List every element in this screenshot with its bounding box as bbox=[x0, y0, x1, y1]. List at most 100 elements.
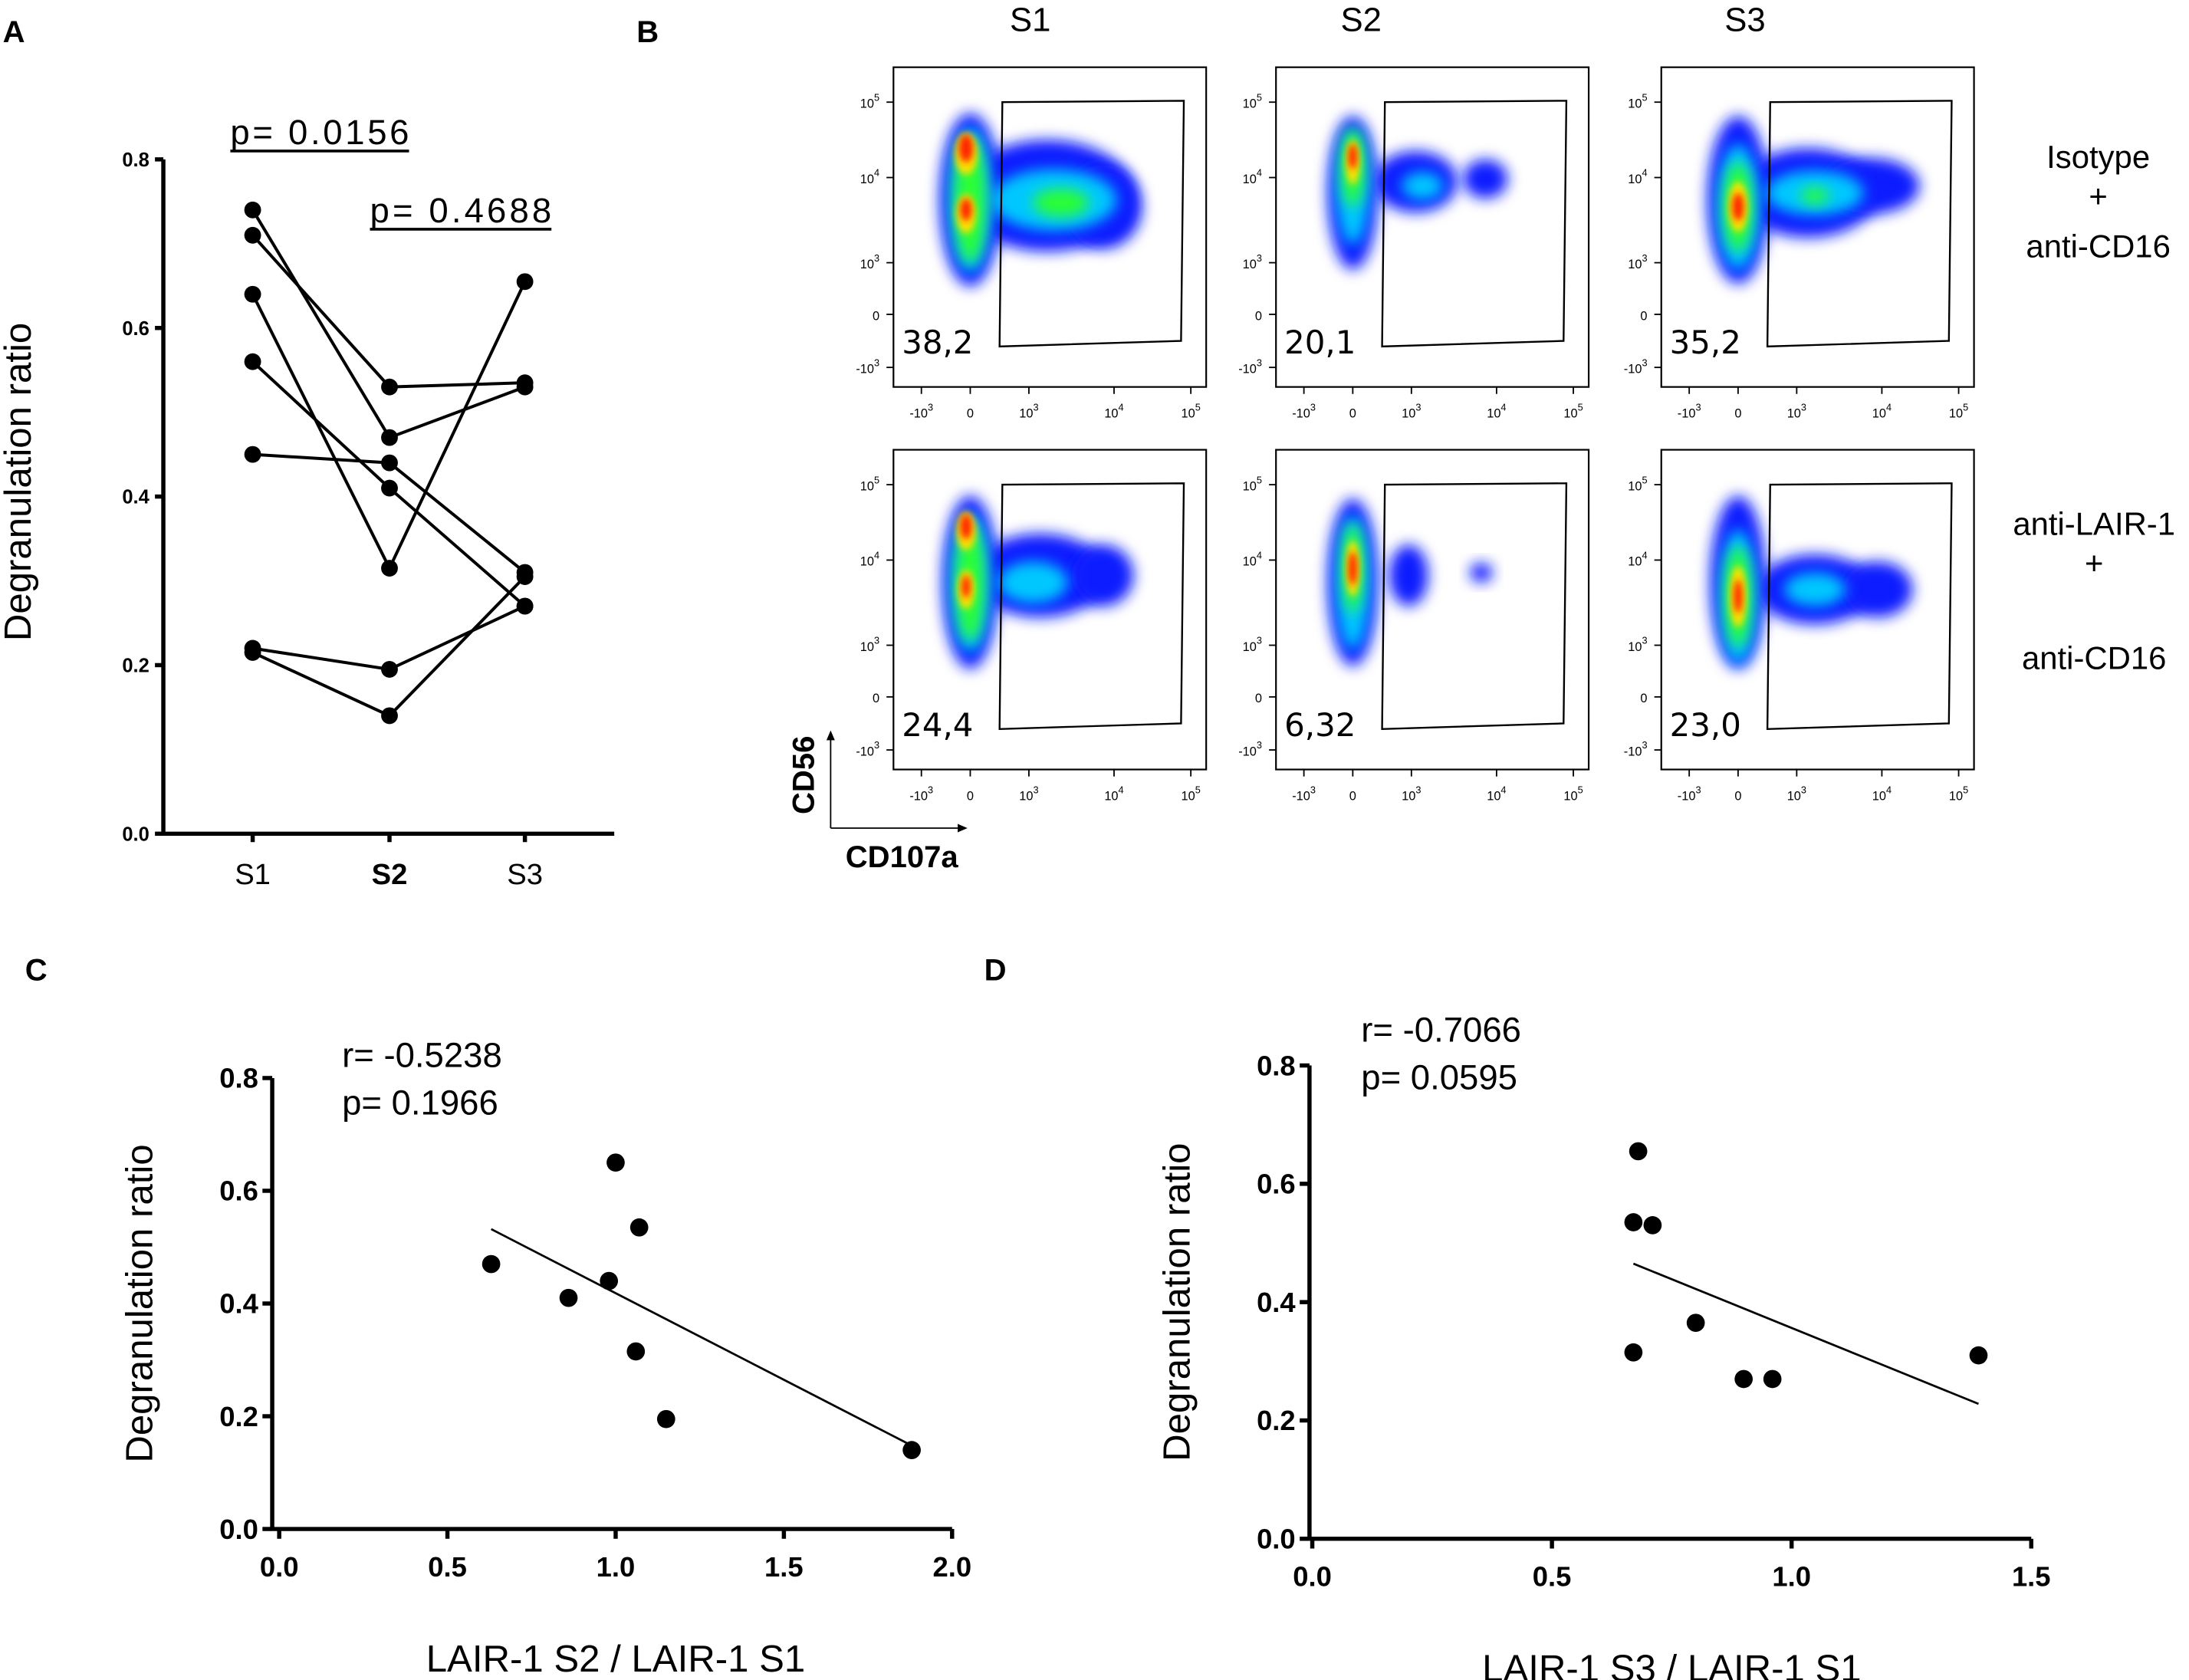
x-tick-label: 2.0 bbox=[932, 1551, 971, 1583]
x-tick-label: 105 bbox=[1563, 402, 1583, 421]
y-tick-label: 0.4 bbox=[1257, 1287, 1296, 1318]
arrow-head-icon bbox=[958, 824, 968, 833]
y-tick-label: 0.4 bbox=[219, 1288, 258, 1320]
data-point bbox=[244, 353, 261, 370]
y-tick-label: 103 bbox=[860, 252, 879, 271]
gated-percentage: 6,32 bbox=[1284, 706, 1356, 744]
panel-letter-a: A bbox=[3, 15, 25, 49]
data-point bbox=[1969, 1346, 1988, 1365]
series-line-donor-5 bbox=[252, 452, 526, 574]
data-point bbox=[244, 201, 261, 219]
x-tick-label: 104 bbox=[1104, 402, 1123, 421]
data-point bbox=[1624, 1343, 1643, 1362]
y-tick-label: 104 bbox=[1628, 167, 1647, 186]
data-point bbox=[381, 707, 398, 725]
tick-exponent: 5 bbox=[1963, 784, 1968, 796]
cd107a-positive-gate bbox=[1766, 100, 1953, 348]
tick-exponent: 5 bbox=[1578, 402, 1583, 413]
y-tick-label: 104 bbox=[860, 550, 879, 569]
row-label: Isotype bbox=[2046, 139, 2150, 175]
x-tick-label: 103 bbox=[1787, 402, 1806, 421]
x-tick-label: 0 bbox=[1734, 407, 1741, 421]
y-tick-label: 105 bbox=[1243, 91, 1262, 110]
x-tick-label: 104 bbox=[1487, 784, 1506, 804]
data-point bbox=[902, 1441, 921, 1459]
tick-exponent: 3 bbox=[1257, 357, 1262, 368]
x-tick-label: 103 bbox=[1019, 784, 1038, 804]
tick-exponent: 3 bbox=[1642, 357, 1647, 368]
y-tick-label: 0 bbox=[1640, 309, 1647, 323]
x-tick-label: -103 bbox=[1292, 784, 1316, 804]
x-tick-label: -103 bbox=[1678, 784, 1701, 804]
y-tick-label: -103 bbox=[1238, 357, 1262, 376]
x-tick-label: 1.5 bbox=[2012, 1561, 2051, 1593]
x-tick-label: 104 bbox=[1487, 402, 1506, 421]
gated-percentage: 35,2 bbox=[1670, 324, 1741, 361]
density-cloud bbox=[1710, 495, 1913, 669]
column-header: S1 bbox=[1010, 1, 1050, 38]
density-region bbox=[1800, 187, 1829, 205]
data-point bbox=[516, 374, 534, 392]
data-point bbox=[244, 285, 261, 303]
y-tick-label: -103 bbox=[1624, 739, 1648, 758]
x-tick-label: -103 bbox=[1678, 402, 1701, 421]
tick-exponent: 5 bbox=[874, 474, 879, 485]
tick-exponent: 5 bbox=[1195, 784, 1201, 796]
plot-frame bbox=[892, 449, 1208, 771]
tick-exponent: 5 bbox=[1257, 91, 1262, 103]
density-cloud bbox=[1707, 116, 1920, 284]
column-header: S3 bbox=[1724, 1, 1765, 38]
x-tick-label: 0.5 bbox=[1533, 1561, 1572, 1593]
y-axis-label: Degranulation ratio bbox=[0, 323, 39, 641]
y-tick-label: -103 bbox=[1624, 357, 1648, 376]
y-tick-label: 105 bbox=[1628, 91, 1647, 110]
x-tick-label: S3 bbox=[507, 858, 543, 891]
cd107a-positive-gate bbox=[1381, 482, 1568, 730]
density-region bbox=[1348, 551, 1357, 586]
x-axis-label-cd107a: CD107a bbox=[846, 840, 959, 874]
y-tick-label: 0.8 bbox=[1257, 1050, 1296, 1081]
y-tick-label: -103 bbox=[1238, 739, 1262, 758]
y-tick-label: 105 bbox=[860, 91, 879, 110]
data-point bbox=[1629, 1142, 1648, 1161]
data-point bbox=[381, 479, 398, 497]
y-axis-label: Degranulation ratio bbox=[1155, 1143, 1198, 1461]
x-tick-label: 1.0 bbox=[597, 1551, 636, 1583]
density-region bbox=[961, 575, 971, 598]
p-value-annotation: p= 0.4688 bbox=[370, 191, 552, 230]
plot-frame bbox=[892, 66, 1208, 388]
tick-exponent: 4 bbox=[1642, 550, 1647, 561]
density-cloud bbox=[1327, 498, 1493, 666]
tick-exponent: 3 bbox=[1257, 252, 1262, 264]
plot-frame bbox=[1275, 66, 1590, 388]
tick-exponent: 4 bbox=[1119, 784, 1124, 796]
gated-percentage: 20,1 bbox=[1284, 324, 1356, 361]
data-point bbox=[381, 454, 398, 472]
column-header: S2 bbox=[1341, 1, 1382, 38]
row-label: anti-LAIR-1 bbox=[2013, 506, 2175, 542]
tick-exponent: 3 bbox=[874, 357, 879, 368]
series-line-donor-2 bbox=[251, 234, 525, 389]
plot-frame bbox=[1660, 449, 1975, 771]
series-line-donor-7 bbox=[251, 575, 527, 718]
tick-exponent: 3 bbox=[1310, 784, 1316, 796]
data-point bbox=[381, 560, 398, 577]
x-tick-label: S1 bbox=[235, 858, 271, 891]
regression-line bbox=[490, 1228, 912, 1447]
y-tick-label: 0.4 bbox=[122, 487, 150, 508]
x-tick-label: 105 bbox=[1563, 784, 1583, 804]
x-tick-label: 0 bbox=[1349, 407, 1356, 421]
tick-exponent: 3 bbox=[1257, 739, 1262, 751]
y-tick-label: 103 bbox=[860, 635, 879, 654]
arrow-head-icon bbox=[826, 730, 835, 741]
density-cloud bbox=[942, 495, 1134, 669]
y-tick-label: 0.0 bbox=[1257, 1524, 1296, 1555]
density-cloud bbox=[1327, 116, 1508, 270]
data-point bbox=[1763, 1369, 1782, 1389]
x-tick-label: 0 bbox=[1734, 790, 1741, 804]
x-tick-label: 0.5 bbox=[428, 1551, 467, 1583]
data-point bbox=[1734, 1369, 1754, 1389]
flow-plot-s1-row-2: 24,4 105 104 103 0 -103 -103 0 103 104 105 bbox=[856, 449, 1208, 804]
flow-plot-s1-row-1: 38,2 105 104 103 0 -103 -103 0 103 104 105 bbox=[856, 66, 1208, 421]
y-tick-label: 105 bbox=[1628, 474, 1647, 493]
